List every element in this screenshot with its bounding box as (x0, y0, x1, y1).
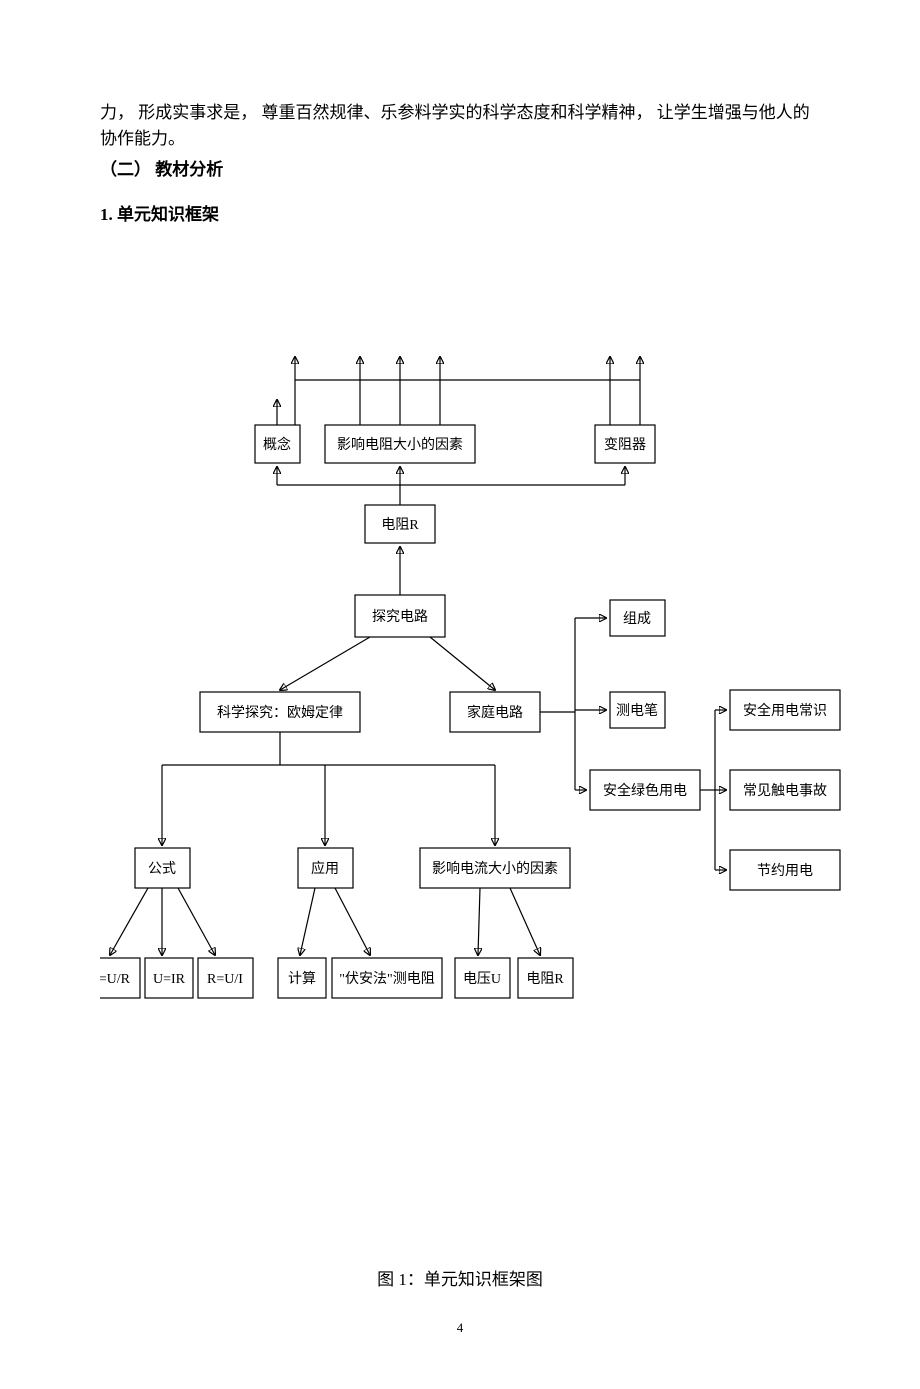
page-number: 4 (100, 1320, 820, 1336)
node-formula-3-label: R=U/I (207, 972, 243, 987)
node-explore-circuit-label: 探究电路 (372, 609, 428, 625)
node-test-pencil-label: 测电笔 (616, 703, 658, 719)
node-resistance-r-label: 电阻R (381, 517, 419, 533)
node-resistance-factors-label: 影响电阻大小的因素 (337, 437, 463, 453)
node-calculation-label: 计算 (288, 971, 316, 987)
node-formula-2-label: U=IR (153, 972, 186, 987)
node-current-factors-label: 影响电流大小的因素 (432, 861, 558, 877)
node-formula-label: 公式 (148, 861, 176, 877)
node-home-circuit-label: 家庭电路 (467, 704, 523, 721)
heading-unit-framework: 1. 单元知识框架 (100, 200, 820, 225)
knowledge-framework-diagram: 概念 影响电阻大小的因素 变阻器 电阻R 探究电路 (100, 345, 870, 1085)
page-container: 力， 形成实事求是， 尊重百然规律、乐参料学实的科学态度和科学精神， 让学生增强… (0, 0, 920, 1389)
node-safe-green-label: 安全绿色用电 (603, 782, 687, 799)
node-rheostat-label: 变阻器 (604, 437, 646, 453)
node-resistance-r2-label: 电阻R (526, 971, 564, 987)
node-safety-knowledge-label: 安全用电常识 (743, 702, 827, 719)
node-voltage-u-label: 电压U (463, 971, 501, 987)
heading-textbook-analysis: （二） 教材分析 (100, 155, 820, 180)
node-concept-label: 概念 (263, 436, 291, 453)
node-application-label: 应用 (311, 860, 339, 877)
node-volt-amp-method-label: "伏安法"测电阻 (339, 971, 434, 987)
node-formula-1-label: I=U/R (100, 972, 131, 987)
intro-paragraph: 力， 形成实事求是， 尊重百然规律、乐参料学实的科学态度和科学精神， 让学生增强… (100, 100, 820, 151)
node-save-electricity-label: 节约用电 (757, 863, 813, 879)
node-common-accidents-label: 常见触电事故 (743, 783, 827, 799)
node-ohm-law-label: 科学探究：欧姆定律 (217, 705, 343, 721)
figure-caption: 图 1：单元知识框架图 (100, 1265, 820, 1290)
node-composition-label: 组成 (623, 611, 651, 627)
